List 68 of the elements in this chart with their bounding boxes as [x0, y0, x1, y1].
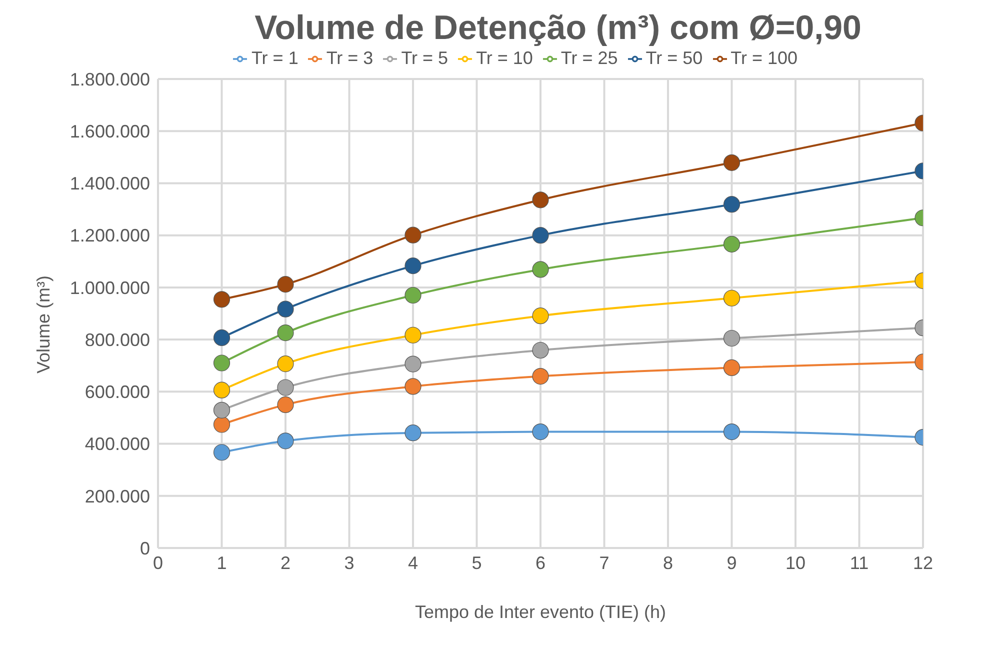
y-tick-label: 1.800.000: [70, 69, 150, 90]
legend-label: Tr = 1: [251, 48, 298, 68]
point: [277, 396, 294, 413]
point: [404, 286, 422, 304]
point: [277, 432, 294, 450]
point: [404, 258, 422, 274]
point: [404, 424, 422, 442]
x-tick-label: 9: [726, 552, 737, 573]
x-tick-label: 3: [344, 552, 354, 573]
legend-label: Tr = 50: [646, 48, 703, 68]
point: [277, 324, 294, 342]
point: [723, 236, 740, 252]
point: [723, 423, 740, 440]
point: [532, 368, 549, 385]
y-tick-label: 400.000: [84, 434, 150, 454]
legend-label: Tr = 5: [401, 48, 448, 68]
y-tick-label: 200.000: [84, 486, 150, 506]
y-tick-label: 800.000: [84, 330, 150, 350]
point: [404, 356, 422, 372]
y-tick-label: 0: [140, 538, 150, 558]
x-tick-label: 10: [785, 552, 806, 573]
chart-title: Volume de Detenção (m³) com Ø=0,90: [254, 8, 862, 48]
point: [213, 402, 230, 418]
x-axis-title: Tempo de Inter evento (TIE) (h): [414, 602, 666, 622]
x-tick-label: 11: [850, 552, 869, 573]
x-tick-label: 6: [535, 552, 546, 573]
x-tick-label: 0: [152, 552, 164, 573]
point: [532, 261, 549, 278]
point: [213, 354, 230, 372]
x-tick-label: 2: [280, 552, 291, 573]
x-tick-label: 4: [408, 552, 418, 573]
point: [404, 226, 422, 244]
point: [213, 329, 230, 346]
point: [213, 291, 230, 308]
y-tick-label: 1.600.000: [70, 122, 150, 142]
point: [723, 330, 740, 347]
legend-label: Tr = 25: [560, 48, 618, 68]
point: [277, 379, 294, 396]
point: [277, 355, 294, 372]
legend-label: Tr = 100: [730, 48, 798, 68]
y-axis-title: Volume (m³): [33, 275, 54, 374]
y-tick-label: 1.400.000: [70, 174, 150, 194]
point: [277, 276, 294, 293]
x-tick-label: 7: [599, 552, 610, 573]
y-tick-label: 1.200.000: [70, 226, 150, 246]
y-tick-label: 600.000: [84, 382, 150, 402]
point: [532, 423, 549, 440]
x-tick-label: 8: [662, 552, 674, 573]
point: [532, 342, 549, 359]
y-tick-label: 1.000.000: [70, 278, 150, 298]
point: [723, 154, 740, 171]
legend-label: Tr = 3: [326, 48, 374, 68]
point: [723, 196, 740, 213]
point: [213, 382, 230, 398]
point: [532, 227, 549, 244]
x-tick-label: 5: [472, 552, 482, 573]
point: [213, 444, 230, 461]
x-tick-label: 1: [216, 552, 227, 573]
point: [404, 326, 422, 344]
point: [213, 416, 230, 433]
legend-label: Tr = 10: [476, 48, 533, 68]
x-tick-label: 12: [912, 552, 934, 573]
point: [532, 192, 549, 208]
point: [404, 378, 422, 395]
point: [723, 359, 740, 376]
point: [277, 300, 294, 318]
point: [532, 308, 549, 324]
point: [723, 290, 740, 306]
